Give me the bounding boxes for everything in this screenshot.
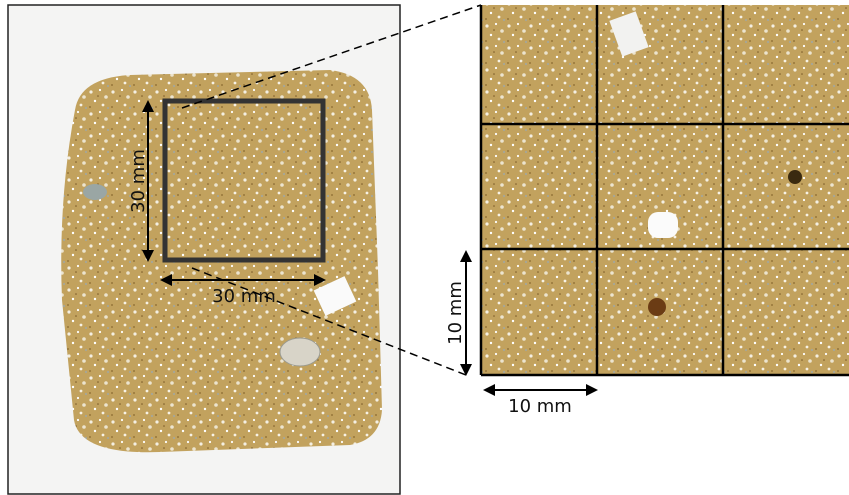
- grain: [83, 184, 107, 200]
- zoom-panel: 10 mm 10 mm: [445, 5, 849, 417]
- grain: [648, 212, 678, 238]
- figure: 30 mm 30 mm 10 mm 10 mm: [0, 0, 849, 495]
- zoom-image: [481, 5, 849, 375]
- grain: [280, 338, 320, 366]
- dimension-label: 30 mm: [128, 149, 149, 213]
- left-panel: 30 mm 30 mm: [8, 5, 400, 494]
- grain: [648, 298, 666, 316]
- dimension-label: 10 mm: [445, 281, 466, 345]
- grain: [788, 170, 802, 184]
- dimension-label: 10 mm: [508, 396, 572, 417]
